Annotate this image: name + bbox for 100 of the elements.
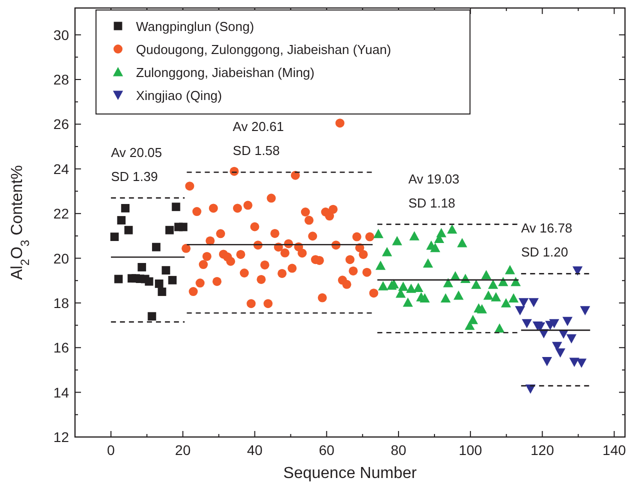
y-tick-label: 14	[53, 384, 70, 400]
point	[376, 260, 386, 270]
point	[572, 266, 583, 276]
point	[346, 255, 354, 264]
annotation: Av 19.03	[408, 171, 460, 186]
point	[158, 288, 166, 296]
point	[288, 264, 297, 273]
point	[447, 224, 458, 234]
legend-label: Zulonggong, Jiabeishan (Ming)	[136, 65, 314, 80]
point	[196, 278, 205, 288]
point	[514, 306, 526, 316]
point	[392, 236, 402, 246]
point	[246, 299, 256, 308]
point	[192, 207, 202, 216]
y-tick-label: 24	[53, 160, 70, 177]
point	[308, 232, 318, 241]
point	[266, 194, 276, 203]
point	[165, 226, 174, 234]
x-tick-label: 0	[107, 442, 116, 458]
point	[168, 276, 177, 284]
x-tick-label: 100	[458, 442, 482, 458]
x-axis-title: Sequence Number	[283, 465, 418, 482]
legend-label: Wangpinglun (Song)	[136, 19, 254, 34]
point	[280, 248, 290, 258]
point	[216, 229, 226, 238]
point	[510, 276, 521, 286]
point	[402, 297, 413, 307]
annotation: SD 1.58	[232, 143, 280, 158]
x-tick-label: 80	[390, 442, 407, 458]
point	[476, 304, 487, 314]
point	[471, 280, 482, 289]
point	[110, 232, 119, 241]
point	[494, 323, 505, 333]
point	[198, 260, 208, 270]
point	[413, 282, 424, 292]
point	[580, 306, 590, 316]
point	[382, 246, 392, 256]
x-tick-label: 120	[530, 442, 554, 458]
point	[304, 216, 314, 225]
point	[398, 282, 408, 291]
point	[152, 242, 160, 252]
y-tick-label: 18	[53, 294, 70, 311]
point	[508, 293, 519, 302]
point	[260, 260, 270, 270]
y-tick-label: 16	[53, 340, 70, 356]
point	[420, 293, 430, 302]
point	[212, 276, 222, 286]
y-tick-label: 22	[53, 206, 70, 222]
annotation: SD 1.18	[408, 195, 456, 210]
x-tick-label: 140	[602, 442, 626, 458]
point	[148, 312, 156, 321]
y-tick-label: 20	[53, 250, 70, 266]
point	[454, 290, 464, 300]
point	[500, 298, 512, 308]
x-tick-label: 60	[318, 442, 335, 458]
point	[549, 319, 560, 328]
y-tick-label: 12	[53, 429, 70, 445]
point	[555, 348, 566, 358]
point	[430, 242, 440, 252]
point	[483, 290, 494, 300]
point	[325, 212, 334, 221]
point	[498, 276, 508, 286]
point	[243, 200, 252, 210]
point	[318, 293, 327, 302]
point	[566, 334, 576, 344]
point	[300, 208, 310, 216]
annotation: Av 20.61	[232, 119, 284, 134]
point	[528, 298, 539, 308]
point	[232, 204, 242, 213]
y-tick-label: 30	[53, 26, 70, 43]
point	[488, 280, 498, 289]
point	[406, 284, 416, 293]
point	[542, 357, 552, 366]
point	[240, 268, 249, 278]
annotation: Av 20.05	[110, 144, 162, 160]
point	[348, 266, 358, 276]
point	[182, 244, 191, 253]
point	[422, 258, 434, 268]
x-tick-label: 40	[246, 442, 263, 458]
point	[202, 252, 212, 261]
y-tick-label: 26	[53, 116, 70, 132]
point	[185, 182, 194, 191]
annotation: SD 1.39	[110, 168, 158, 184]
x-tick-label: 20	[175, 442, 191, 458]
legend-label: Xingjiao (Qing)	[136, 88, 222, 103]
point	[409, 231, 420, 240]
point	[518, 298, 529, 308]
point	[256, 274, 266, 284]
point	[250, 222, 260, 232]
point	[362, 268, 372, 277]
point	[576, 358, 587, 368]
point	[440, 293, 451, 302]
point	[124, 226, 133, 234]
legend-label: Qudougong, Zulonggong, Jiabeishan (Yuan)	[136, 42, 392, 57]
point	[504, 265, 516, 274]
point	[188, 287, 198, 296]
annotation: SD 1.20	[521, 244, 568, 260]
point	[342, 280, 352, 289]
point	[226, 256, 236, 266]
point	[114, 274, 123, 284]
